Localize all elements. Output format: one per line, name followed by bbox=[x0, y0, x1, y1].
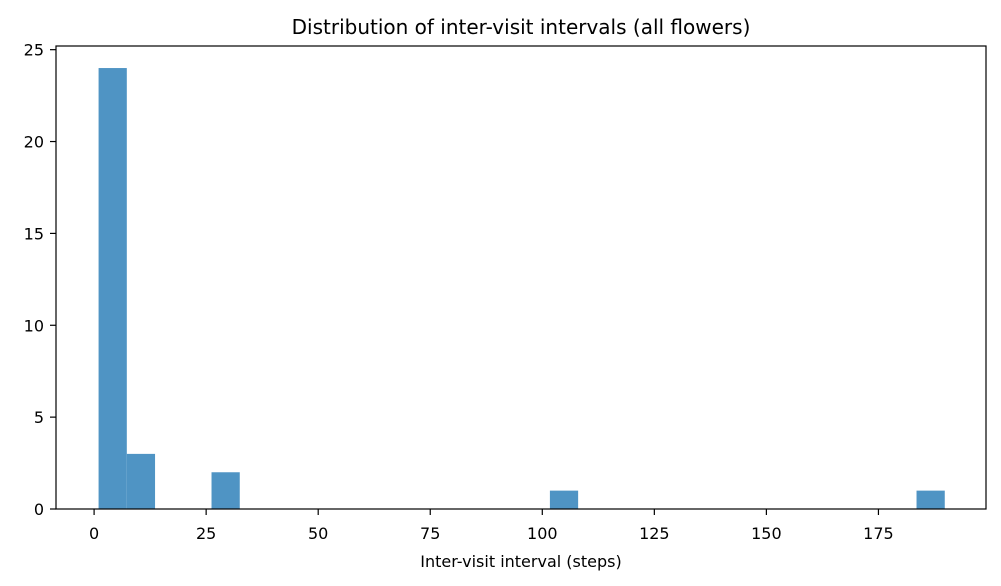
x-tick-label: 175 bbox=[863, 524, 894, 543]
y-tick-label: 5 bbox=[34, 408, 44, 427]
y-tick-label: 0 bbox=[34, 500, 44, 519]
histogram-bar-0 bbox=[98, 68, 127, 510]
y-axis-ticks: 0 5 10 15 20 25 bbox=[24, 41, 56, 519]
histogram-bar-1 bbox=[126, 453, 156, 509]
y-tick-label: 25 bbox=[24, 41, 44, 60]
x-axis-ticks: 0 25 50 75 100 125 150 175 bbox=[89, 509, 894, 543]
chart-title: Distribution of inter-visit intervals (a… bbox=[292, 15, 751, 39]
x-tick-label: 50 bbox=[308, 524, 328, 543]
x-tick-label: 75 bbox=[420, 524, 440, 543]
x-tick-label: 100 bbox=[527, 524, 558, 543]
histogram-bars bbox=[98, 68, 945, 510]
x-axis-label: Inter-visit interval (steps) bbox=[420, 552, 621, 571]
y-tick-label: 20 bbox=[24, 133, 44, 152]
plot-area-frame bbox=[55, 45, 987, 510]
histogram-bar-2 bbox=[211, 472, 240, 509]
x-tick-label: 150 bbox=[751, 524, 782, 543]
x-tick-label: 0 bbox=[89, 524, 99, 543]
x-tick-label: 25 bbox=[196, 524, 216, 543]
histogram-bar-3 bbox=[549, 490, 579, 509]
y-tick-label: 15 bbox=[24, 224, 44, 243]
histogram-bar-4 bbox=[916, 490, 945, 509]
y-tick-label: 10 bbox=[24, 316, 44, 335]
x-tick-label: 125 bbox=[639, 524, 670, 543]
